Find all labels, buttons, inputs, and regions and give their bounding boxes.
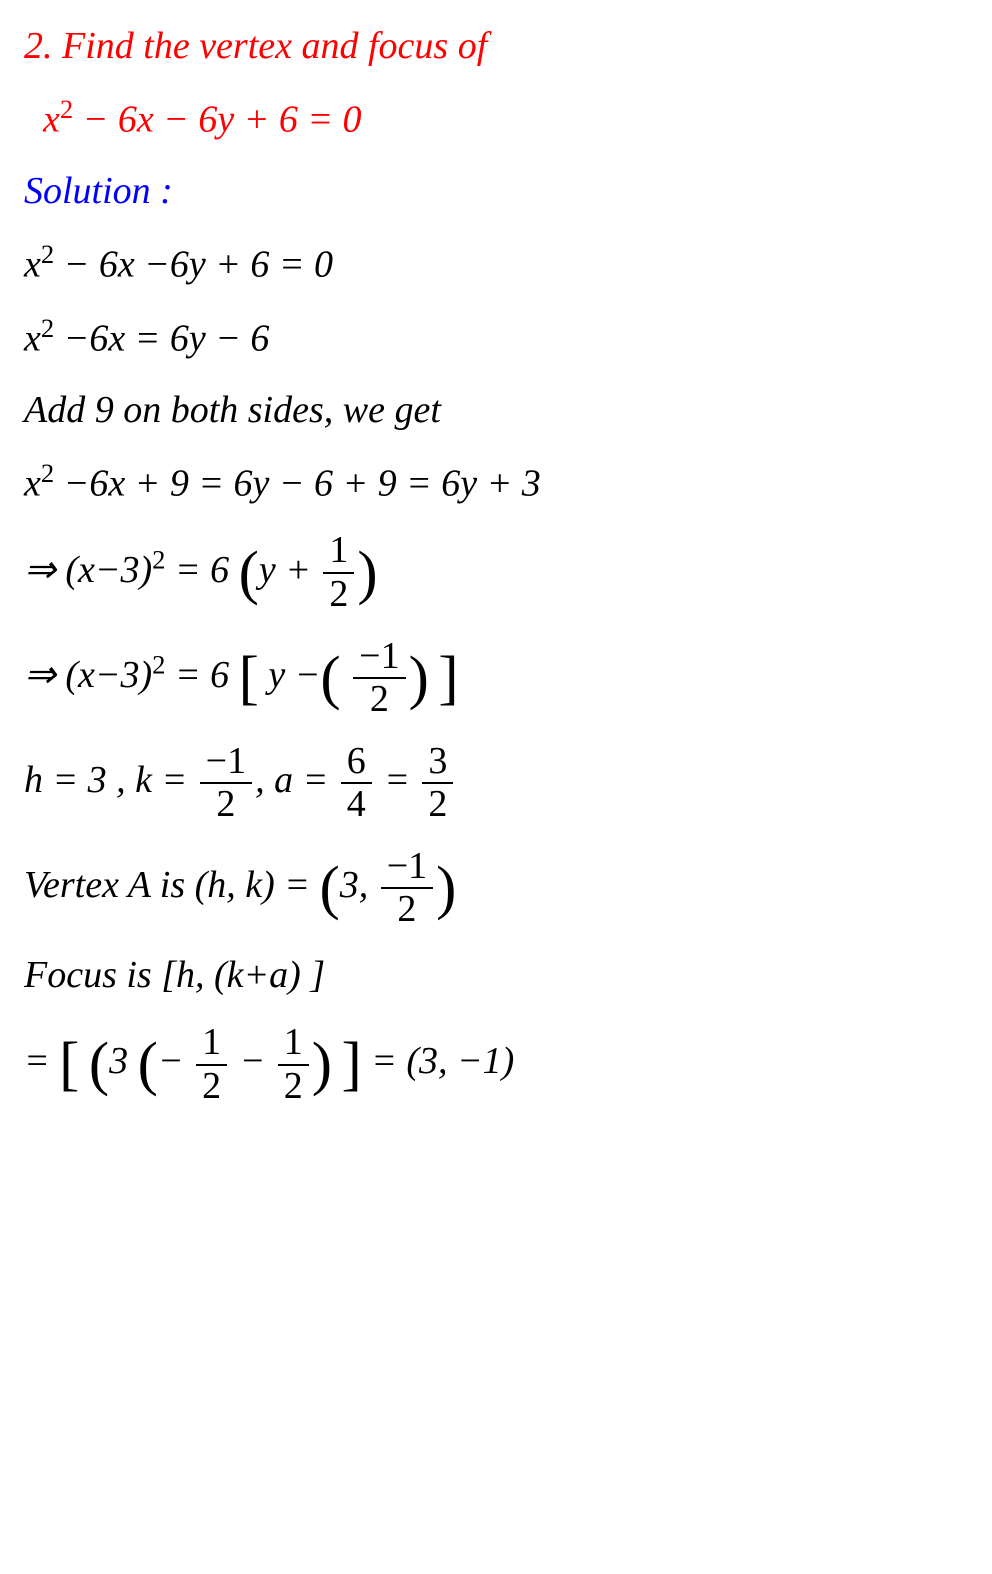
equation-rest: −6x + 9 = 6y − 6 + 9 = 6y + 3 [54, 463, 541, 505]
part-a: h = 3 , k = [24, 759, 197, 801]
work-line-7: h = 3 , k = −12, a = 64 = 32 [24, 739, 968, 826]
lparen-icon: ( [89, 1031, 109, 1098]
equation-rest: − 6x −6y + 6 = 0 [54, 244, 333, 286]
denominator: 2 [381, 889, 433, 931]
denominator: 2 [353, 679, 405, 721]
numerator: −1 [200, 741, 252, 785]
numerator: −1 [353, 636, 405, 680]
rparen-inner-icon: ) [312, 1031, 332, 1098]
solution-label: Solution : [24, 165, 968, 218]
var-x: x [24, 463, 41, 505]
denominator: 2 [422, 784, 453, 826]
numerator: 1 [323, 530, 354, 574]
fraction-2: 64 [341, 741, 372, 827]
problem-line-1: 2. Find the vertex and focus of [24, 20, 968, 73]
exponent: 2 [41, 313, 54, 343]
work-line-5: ⇒ (x−3)2 = 6 (y + 12) [24, 529, 968, 616]
numerator: 3 [422, 741, 453, 785]
equation-rest: −6x = 6y − 6 [54, 318, 269, 360]
part-b: , a = [255, 759, 338, 801]
mid: = 6 [165, 549, 238, 591]
lparen-icon: ( [239, 539, 259, 606]
fraction: −12 [381, 846, 433, 932]
numerator: 1 [278, 1022, 309, 1066]
lparen-icon: ( [319, 854, 339, 921]
numerator: −1 [381, 846, 433, 890]
lparen-inner-icon: ( [138, 1031, 158, 1098]
inner-pre: y − [259, 654, 321, 696]
rbracket-icon: ] [438, 644, 458, 711]
var-x: x [43, 99, 60, 141]
rparen-icon: ) [436, 854, 456, 921]
numerator: 6 [341, 741, 372, 785]
part-c: = [375, 759, 420, 801]
work-line-2: x2 −6x = 6y − 6 [24, 310, 968, 366]
exponent: 2 [60, 94, 73, 124]
work-line-10: = [ (3 (− 12 − 12) ] = (3, −1) [24, 1020, 968, 1107]
part-a: Vertex A is (h, k) = [24, 864, 319, 906]
exponent: 2 [152, 544, 165, 574]
exponent: 2 [41, 458, 54, 488]
denominator: 4 [341, 784, 372, 826]
fraction: −12 [353, 636, 405, 722]
var-x: x [24, 244, 41, 286]
denominator: 2 [196, 1066, 227, 1108]
mid: = 6 [165, 654, 238, 696]
rbracket-icon: ] [341, 1031, 361, 1098]
part-d: − [230, 1040, 275, 1082]
work-line-1: x2 − 6x −6y + 6 = 0 [24, 236, 968, 292]
part-c: − [158, 1040, 193, 1082]
fraction-3: 32 [422, 741, 453, 827]
part-b: 3 [109, 1040, 138, 1082]
part-a: = [24, 1040, 59, 1082]
equation-rest: − 6x − 6y + 6 = 0 [73, 99, 361, 141]
part-e: = (3, −1) [362, 1040, 515, 1082]
lhs: ⇒ (x−3) [24, 654, 152, 696]
denominator: 2 [278, 1066, 309, 1108]
inner: y + [259, 549, 321, 591]
work-line-8: Vertex A is (h, k) = (3, −12) [24, 844, 968, 931]
fraction-2: 12 [278, 1022, 309, 1108]
lparen-icon: ( [320, 644, 340, 711]
work-line-9: Focus is [h, (k+a) ] [24, 949, 968, 1002]
denominator: 2 [323, 574, 354, 616]
lbracket-icon: [ [59, 1031, 79, 1098]
exponent: 2 [152, 649, 165, 679]
lbracket-icon: [ [239, 644, 259, 711]
problem-line-2: x2 − 6x − 6y + 6 = 0 [24, 91, 968, 147]
work-line-4: x2 −6x + 9 = 6y − 6 + 9 = 6y + 3 [24, 455, 968, 511]
lhs: ⇒ (x−3) [24, 549, 152, 591]
exponent: 2 [41, 239, 54, 269]
fraction-1: −12 [200, 741, 252, 827]
work-line-6: ⇒ (x−3)2 = 6 [ y −( −12) ] [24, 634, 968, 721]
work-line-3: Add 9 on both sides, we get [24, 384, 968, 437]
rparen-icon: ) [409, 644, 429, 711]
fraction: 12 [323, 530, 354, 616]
part-b: 3, [340, 864, 378, 906]
numerator: 1 [196, 1022, 227, 1066]
fraction-1: 12 [196, 1022, 227, 1108]
var-x: x [24, 318, 41, 360]
rparen-icon: ) [357, 539, 377, 606]
denominator: 2 [200, 784, 252, 826]
